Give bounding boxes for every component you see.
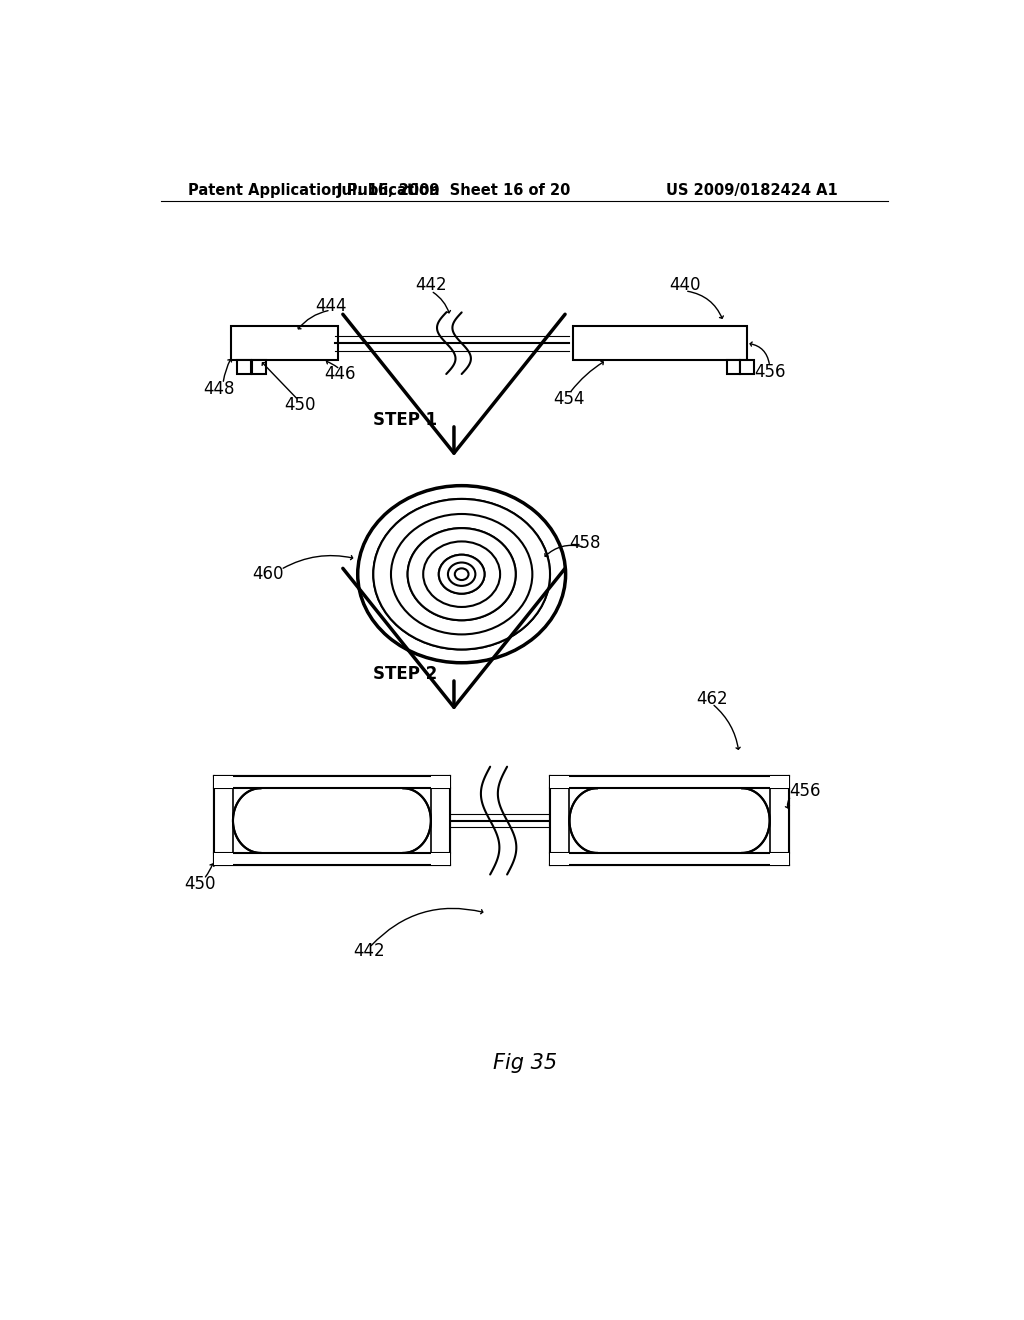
Text: 462: 462 — [696, 690, 728, 708]
Bar — [770, 788, 788, 853]
Bar — [230, 326, 339, 360]
Bar — [252, 360, 266, 374]
Ellipse shape — [439, 554, 484, 594]
Bar — [550, 853, 788, 866]
Ellipse shape — [439, 554, 484, 594]
Ellipse shape — [423, 541, 500, 607]
Text: 442: 442 — [353, 942, 385, 961]
Ellipse shape — [408, 528, 516, 620]
Text: 456: 456 — [754, 363, 785, 381]
Ellipse shape — [447, 562, 475, 586]
Bar — [550, 788, 569, 853]
Bar — [573, 326, 746, 360]
Text: Jul. 16, 2009  Sheet 16 of 20: Jul. 16, 2009 Sheet 16 of 20 — [337, 183, 571, 198]
Bar — [431, 776, 451, 788]
Text: STEP 2: STEP 2 — [373, 665, 437, 684]
Bar — [770, 853, 788, 866]
Bar — [214, 788, 233, 853]
Bar — [550, 776, 788, 788]
Bar — [573, 326, 746, 360]
Text: 454: 454 — [554, 389, 585, 408]
Text: 440: 440 — [670, 276, 700, 294]
Text: 458: 458 — [569, 535, 601, 552]
Text: 444: 444 — [315, 297, 346, 315]
Text: 460: 460 — [252, 565, 284, 583]
Text: 448: 448 — [204, 380, 234, 399]
Ellipse shape — [455, 569, 469, 579]
Bar — [770, 776, 788, 788]
Bar — [431, 853, 451, 866]
Ellipse shape — [374, 499, 550, 649]
Ellipse shape — [408, 528, 516, 620]
Bar — [233, 788, 431, 853]
Text: 450: 450 — [184, 875, 216, 892]
Text: STEP 1: STEP 1 — [373, 412, 437, 429]
Bar — [550, 853, 569, 866]
Bar — [550, 776, 788, 866]
Bar — [237, 360, 251, 374]
Text: 446: 446 — [325, 366, 355, 383]
Bar — [740, 360, 755, 374]
Text: US 2009/0182424 A1: US 2009/0182424 A1 — [666, 183, 838, 198]
Text: 442: 442 — [415, 276, 446, 294]
Ellipse shape — [374, 499, 550, 649]
Bar — [214, 776, 451, 866]
Ellipse shape — [391, 513, 532, 635]
Bar — [569, 788, 770, 853]
Bar — [214, 853, 451, 866]
Text: 450: 450 — [285, 396, 315, 413]
Bar — [550, 776, 569, 788]
Bar — [214, 776, 233, 788]
Text: Fig 35: Fig 35 — [493, 1053, 557, 1073]
Bar — [214, 776, 451, 788]
Ellipse shape — [357, 486, 565, 663]
Text: 456: 456 — [788, 783, 820, 800]
Bar — [230, 326, 339, 360]
Bar — [214, 853, 233, 866]
Bar — [431, 788, 451, 853]
Bar — [727, 360, 740, 374]
Text: Patent Application Publication: Patent Application Publication — [188, 183, 440, 198]
